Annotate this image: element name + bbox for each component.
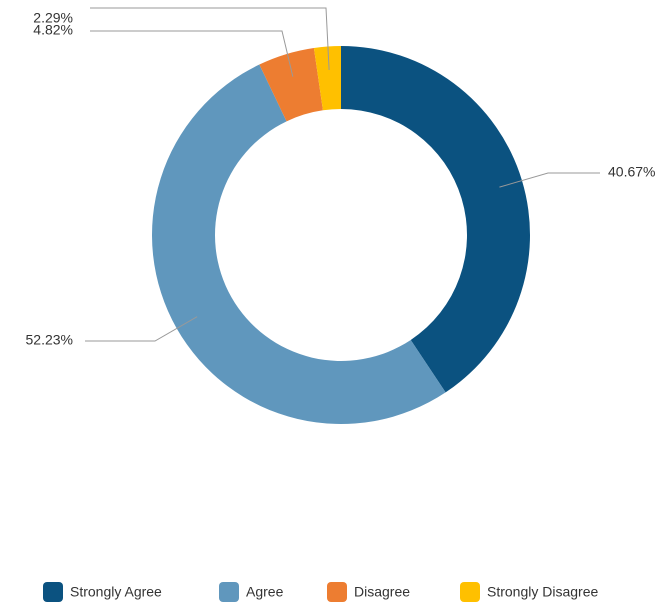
legend-label: Strongly Agree	[70, 584, 162, 600]
donut-slice	[152, 64, 446, 424]
data-label: 2.29%	[33, 10, 73, 26]
leader-line	[85, 316, 198, 342]
legend-swatch	[43, 582, 63, 602]
data-label: 52.23%	[26, 332, 73, 348]
data-label: 40.67%	[608, 164, 655, 180]
leader-line	[499, 172, 600, 188]
donut-slice	[259, 47, 323, 122]
data-label: 4.82%	[33, 22, 73, 38]
legend-swatch	[460, 582, 480, 602]
legend-swatch	[327, 582, 347, 602]
legend-label: Strongly Disagree	[487, 584, 598, 600]
legend-label: Disagree	[354, 584, 410, 600]
donut-slice	[341, 46, 530, 393]
leader-line	[90, 7, 330, 70]
legend-label: Agree	[246, 584, 284, 600]
leader-line	[90, 30, 294, 77]
legend-swatch	[219, 582, 239, 602]
donut-slice	[313, 46, 341, 111]
